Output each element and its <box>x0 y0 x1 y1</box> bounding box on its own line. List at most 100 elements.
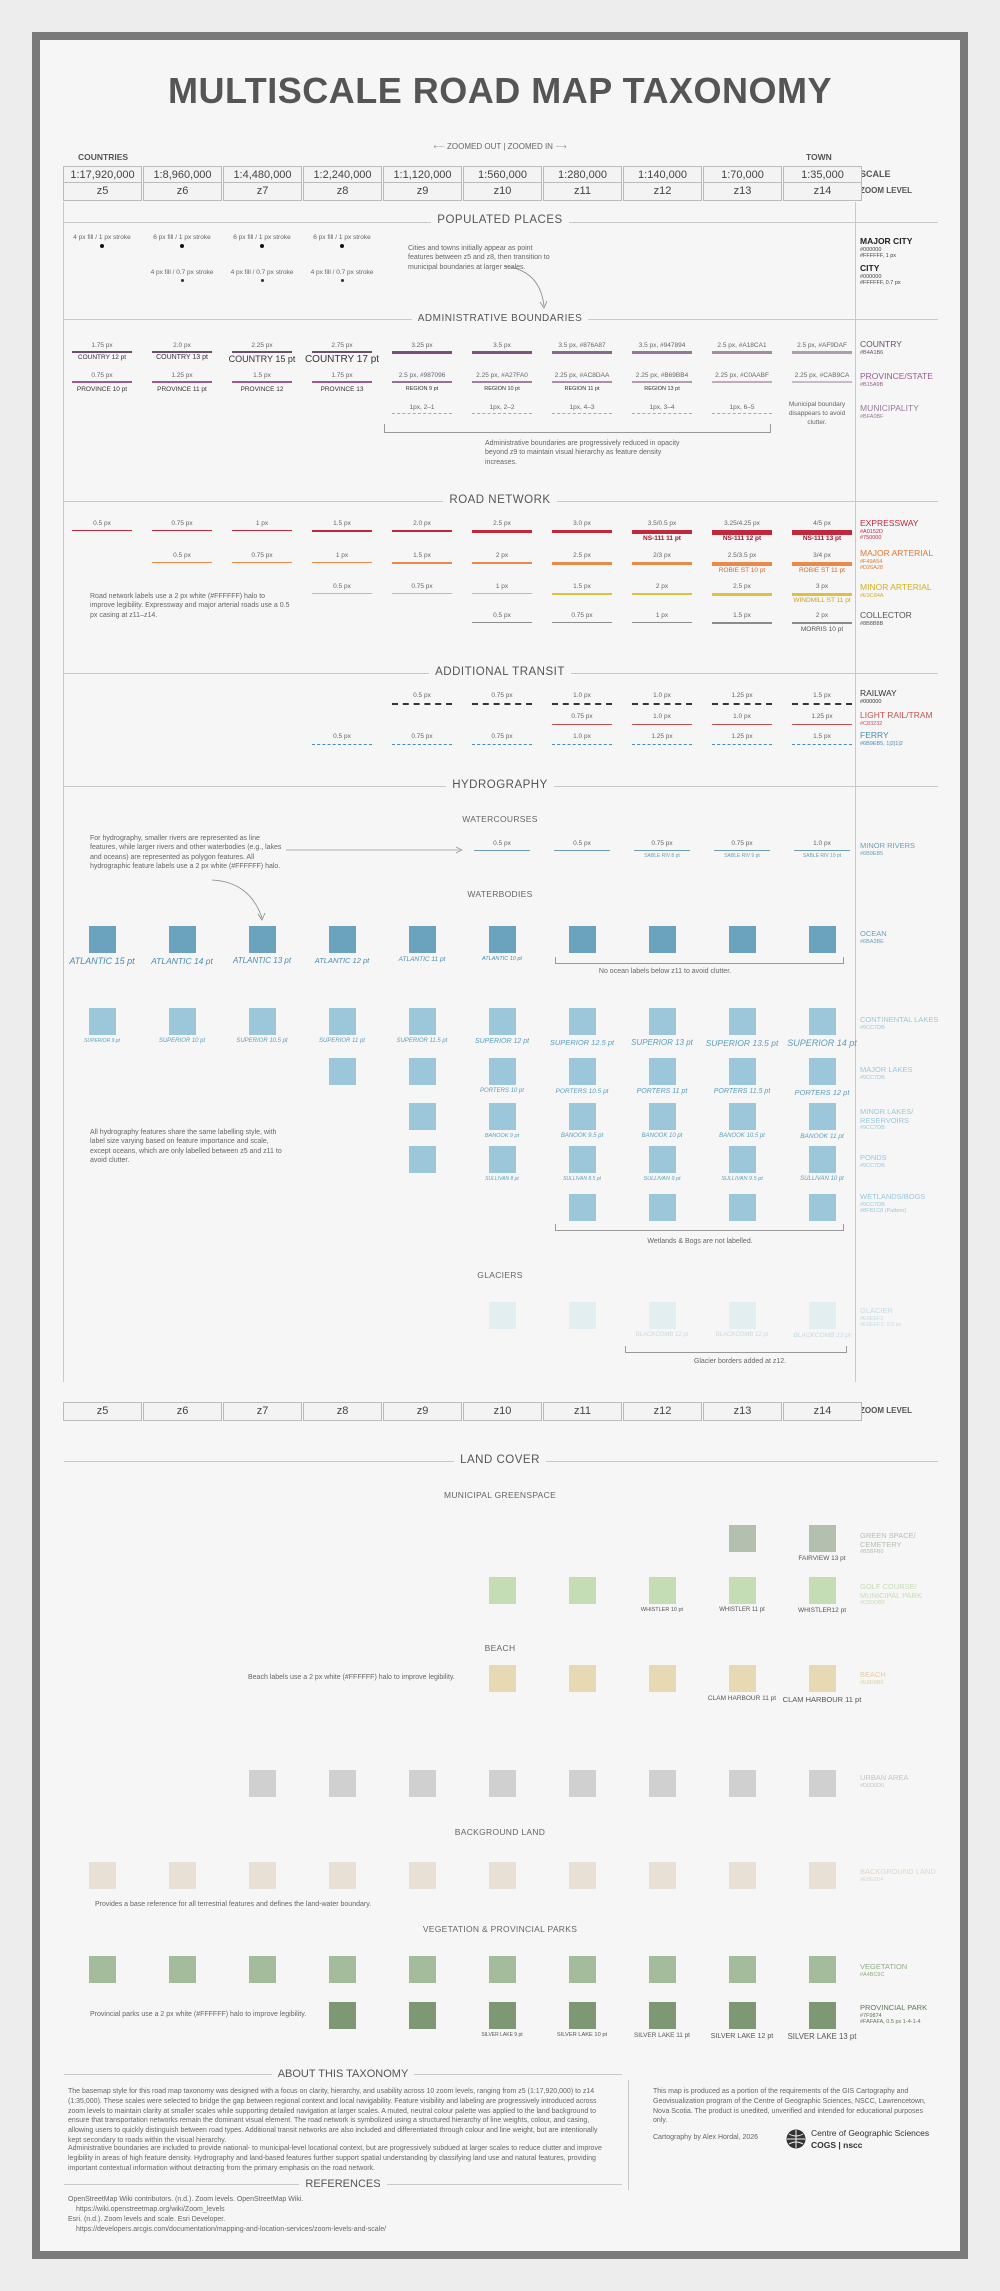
railway-width: 0.5 px <box>413 692 431 699</box>
expressway-width: 3.0 px <box>573 520 591 527</box>
hydro-swatch <box>569 1302 596 1329</box>
railway-width: 1.0 px <box>573 692 591 699</box>
province-width: 2.5 px, #987096 <box>398 372 446 379</box>
province-label: PROVINCE 12 <box>240 386 284 393</box>
legend-green-space-cemetery: GREEN SPACE/ CEMETERY #B5BFB0 <box>860 1531 950 1556</box>
scale-label: SCALE <box>860 169 891 179</box>
legend-name: URBAN AREA <box>860 1773 909 1782</box>
land-swatch <box>489 1862 516 1889</box>
hydro-swatch <box>489 1058 516 1085</box>
hydro-label: ATLANTIC 14 pt <box>151 956 213 966</box>
lightrail-line <box>552 724 612 725</box>
country-line <box>392 351 452 354</box>
ferry-width: 1.0 px <box>573 733 591 740</box>
zoom-bottom-z13: z13 <box>703 1402 782 1421</box>
minor-line <box>632 593 692 595</box>
about-divider-v <box>628 2080 629 2190</box>
land-swatch <box>409 1770 436 1797</box>
major-city-dot <box>100 244 104 248</box>
legend-sub: #A0152D <box>860 528 883 535</box>
land-swatch <box>729 2002 756 2029</box>
province-label: REGION 13 pt <box>644 386 680 392</box>
country-label: COUNTRY 12 pt <box>77 354 127 361</box>
legend-name: MAJOR ARTERIAL <box>860 548 934 558</box>
hydro-label: SULLIVAN 9 pt <box>643 1176 681 1182</box>
city-dot <box>340 279 344 282</box>
hydro-swatch <box>729 1058 756 1085</box>
hydro-swatch <box>89 1008 116 1035</box>
collector-width: 2 px <box>815 612 829 619</box>
watercourse-arrow <box>286 846 463 854</box>
hydro-swatch <box>249 926 276 953</box>
land-swatch <box>649 1956 676 1983</box>
watercourse-line <box>714 850 770 851</box>
hydro-label: ATLANTIC 10 pt <box>482 956 522 962</box>
land-swatch <box>329 1770 356 1797</box>
country-width: 3.5 px, #876A87 <box>558 342 606 349</box>
land-swatch <box>329 1862 356 1889</box>
major-width: 2 px <box>495 552 509 559</box>
hydro-swatch <box>809 1194 836 1221</box>
land-swatch <box>249 1770 276 1797</box>
hydro-swatch <box>169 1008 196 1035</box>
zoom-top-z10: z10 <box>463 182 542 201</box>
muni-line <box>632 413 692 414</box>
zoom-bottom-z5: z5 <box>63 1402 142 1421</box>
beach-note: Beach labels use a 2 px white (#FFFFFF) … <box>248 1674 455 1681</box>
legend-name: EXPRESSWAY <box>860 518 919 528</box>
lightrail-line <box>632 724 692 725</box>
major-width: 0.5 px <box>173 552 191 559</box>
ferry-line <box>632 744 692 745</box>
major-width: 0.75 px <box>251 552 273 559</box>
hydro-swatch <box>809 1008 836 1035</box>
country-line <box>712 351 772 354</box>
province-label: REGION 9 pt <box>405 386 439 392</box>
expressway-line <box>552 530 612 533</box>
legend-name: COLLECTOR <box>860 610 912 620</box>
collector-line <box>472 622 532 623</box>
lightrail-width: 1.25 px <box>811 713 833 720</box>
railway-width: 1.25 px <box>731 692 753 699</box>
land-swatch <box>569 2002 596 2029</box>
park-label: SILVER LAKE 12 pt <box>710 2032 774 2040</box>
land-swatch <box>409 2002 436 2029</box>
hydro-swatch <box>649 1103 676 1130</box>
ref-2: https://wiki.openstreetmap.org/wiki/Zoom… <box>76 2206 225 2213</box>
railway-line <box>792 703 852 705</box>
hydro-label: ATLANTIC 12 pt <box>314 956 370 965</box>
land-swatch <box>409 1956 436 1983</box>
land-swatch <box>569 1956 596 1983</box>
hydro-swatch <box>489 1008 516 1035</box>
collector-label: MORRIS 10 pt <box>800 626 844 633</box>
country-line <box>232 351 292 353</box>
province-width: 2.25 px, #A27FA0 <box>476 372 528 379</box>
admin-note: Administrative boundaries are progressiv… <box>485 440 680 466</box>
land-swatch <box>809 1525 836 1552</box>
lightrail-line <box>712 724 772 725</box>
hydro-label: SUPERIOR 9 pt <box>84 1038 120 1044</box>
scale-z11: 1:280,000 <box>543 166 622 185</box>
watercourse-note: For hydrography, smaller rivers are repr… <box>90 835 282 871</box>
ferry-width: 0.75 px <box>491 733 513 740</box>
watercourse-line <box>794 850 850 851</box>
land-swatch <box>249 1956 276 1983</box>
minor-width: 2.5 px <box>733 583 751 590</box>
legend-sub: #6BA3BE <box>860 938 884 945</box>
legend-name: OCEAN <box>860 929 887 938</box>
collector-width: 0.5 px <box>493 612 511 619</box>
major-width: 2.5 px <box>573 552 591 559</box>
legend-sub: #A4BC9C <box>860 1971 885 1978</box>
railway-line <box>712 703 772 705</box>
legend-name: MINOR LAKES/ RESERVOIRS <box>860 1107 914 1125</box>
collector-width: 1.5 px <box>733 612 751 619</box>
land-swatch <box>729 1956 756 1983</box>
province-width: 0.75 px <box>91 372 113 379</box>
land-swatch <box>649 1862 676 1889</box>
land-swatch <box>489 1577 516 1604</box>
land-swatch <box>729 1770 756 1797</box>
hydro-title: HYDROGRAPHY <box>0 779 1000 791</box>
province-width: 2.25 px, #C0AABF <box>715 372 769 379</box>
country-label: COUNTRY 13 pt <box>156 354 208 361</box>
legend-country: COUNTRY #B4A1B6 <box>860 339 902 356</box>
province-width: 2.25 px, #CAB9CA <box>794 372 850 379</box>
